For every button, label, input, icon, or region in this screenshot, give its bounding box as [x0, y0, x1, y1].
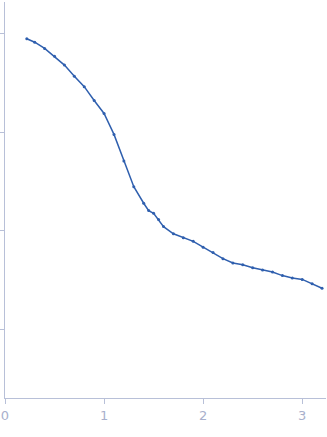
svg-text:0: 0: [1, 408, 9, 423]
svg-text:1: 1: [100, 408, 108, 423]
svg-text:2: 2: [199, 408, 207, 423]
svg-text:3: 3: [298, 408, 306, 423]
